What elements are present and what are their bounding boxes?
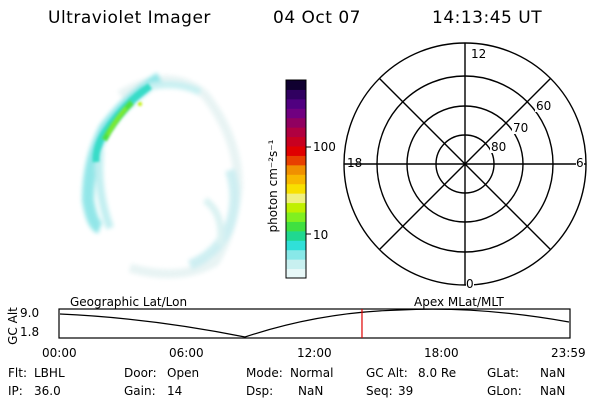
x-tick-0600: 06:00: [169, 346, 204, 360]
status-flt-key: Flt:: [8, 366, 27, 380]
colorbar-cell: [286, 136, 306, 147]
polar-label-12: 12: [471, 47, 487, 61]
status-glat-key: GLat:: [487, 366, 520, 380]
polar-label-18: 18: [347, 156, 363, 170]
x-tick-2359: 23:59: [551, 346, 586, 360]
colorbar-cell: [286, 193, 306, 204]
y-tick-low: 1.8: [20, 325, 40, 339]
colorbar-cell: [286, 249, 306, 260]
colorbar-cell: [286, 174, 306, 185]
colorbar-cell: [286, 202, 306, 213]
timeline-right-title: Apex MLat/MLT: [414, 295, 504, 309]
altitude-curve: [59, 308, 570, 338]
colorbar-cell: [286, 108, 306, 119]
lat-label-70: 70: [513, 121, 529, 135]
status-dsp-key: Dsp:: [246, 384, 274, 398]
status-flt-value: LBHL: [34, 366, 65, 380]
status-gcalt-key: GC Alt:: [366, 366, 408, 380]
colorbar-cell: [286, 98, 306, 109]
colorbar-cell: [286, 230, 306, 241]
colorbar-cell: [286, 117, 306, 128]
colorbar-cell: [286, 183, 306, 194]
status-door-value: Open: [167, 366, 200, 380]
status-mode-key: Mode:: [246, 366, 283, 380]
colorbar-cell: [286, 80, 306, 90]
status-dsp-value: NaN: [298, 384, 324, 398]
lat-label-60: 60: [536, 99, 552, 113]
x-tick-1200: 12:00: [297, 346, 332, 360]
status-glat-value: NaN: [540, 366, 566, 380]
time-label: 14:13:45 UT: [432, 8, 543, 28]
status-ip-key: IP:: [8, 384, 23, 398]
status-gain-value: 14: [167, 384, 183, 398]
colorbar-cell: [286, 89, 306, 100]
x-tick-0000: 00:00: [42, 346, 77, 360]
colorbar-cell: [286, 164, 306, 175]
status-ip-value: 36.0: [34, 384, 61, 398]
timeline-left-title: Geographic Lat/Lon: [70, 295, 188, 309]
x-tick-1800: 18:00: [424, 346, 459, 360]
colorbar-tick-100: 100: [313, 140, 336, 154]
y-tick-high: 9.0: [20, 306, 40, 320]
status-glon-key: GLon:: [487, 384, 522, 398]
colorbar-cell: [286, 212, 306, 222]
colorbar-cell: [286, 127, 306, 138]
colorbar-cell: [286, 146, 306, 156]
colorbar-cell: [286, 259, 306, 270]
colorbar-cell: [286, 240, 306, 251]
date-label: 04 Oct 07: [273, 8, 361, 28]
colorbar-cell: [286, 221, 306, 232]
colorbar-cell: [286, 268, 306, 279]
status-mode-value: Normal: [290, 366, 334, 380]
status-seq-value: 39: [398, 384, 414, 398]
status-seq-key: Seq:: [366, 384, 393, 398]
polar-label-0: 0: [466, 277, 474, 291]
instrument-title: Ultraviolet Imager: [48, 8, 211, 28]
status-gain-key: Gain:: [124, 384, 156, 398]
status-door-key: Door:: [124, 366, 157, 380]
lat-label-80: 80: [491, 140, 507, 154]
colorbar-cell: [286, 155, 306, 166]
polar-label-6: 6: [576, 156, 584, 170]
status-glon-value: NaN: [540, 384, 566, 398]
status-gcalt-value: 8.0 Re: [418, 366, 457, 380]
colorbar-tick-10: 10: [313, 228, 329, 242]
